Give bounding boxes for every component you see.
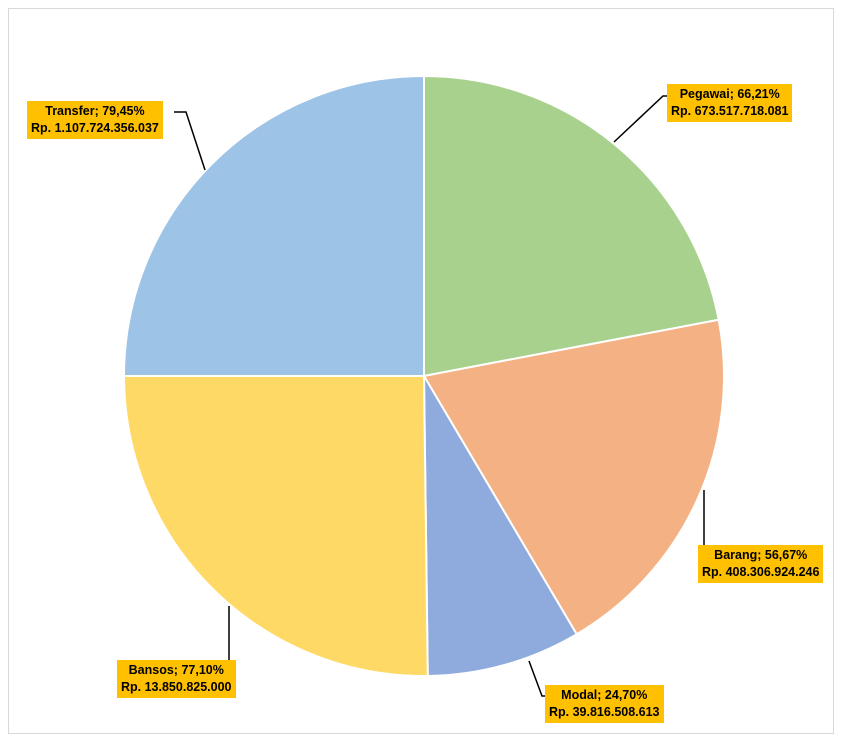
leader-line-pegawai: [613, 95, 667, 143]
pie-slice-modal: [422, 372, 579, 677]
pie-slice-pegawai: [423, 74, 720, 378]
data-label-bansos-amount: Rp. 13.850.825.000: [121, 680, 232, 694]
leader-line-transfer: [174, 111, 206, 171]
pie-slice-transfer: [122, 74, 425, 377]
data-label-pegawai: Pegawai; 66,21% Rp. 673.517.718.081: [667, 84, 793, 122]
data-label-modal: Modal; 24,70% Rp. 39.816.508.613: [545, 685, 664, 723]
data-label-modal-amount: Rp. 39.816.508.613: [549, 705, 660, 719]
pie-slices: [122, 74, 726, 677]
data-label-transfer: Transfer; 79,45% Rp. 1.107.724.356.037: [27, 101, 163, 139]
leader-line-modal: [528, 660, 545, 697]
data-label-barang-title: Barang; 56,67%: [714, 548, 808, 562]
data-label-transfer-amount: Rp. 1.107.724.356.037: [31, 121, 159, 135]
data-label-bansos: Bansos; 77,10% Rp. 13.850.825.000: [117, 660, 236, 698]
pie-slice-bansos: [122, 375, 429, 677]
data-label-pegawai-title: Pegawai; 66,21%: [679, 87, 780, 101]
data-label-transfer-title: Transfer; 79,45%: [45, 104, 145, 118]
data-label-bansos-title: Bansos; 77,10%: [128, 663, 224, 677]
pie-slice-barang: [422, 318, 726, 636]
data-label-modal-title: Modal; 24,70%: [561, 688, 648, 702]
data-label-barang: Barang; 56,67% Rp. 408.306.924.246: [698, 545, 824, 583]
data-label-pegawai-amount: Rp. 673.517.718.081: [671, 104, 789, 118]
data-label-barang-amount: Rp. 408.306.924.246: [702, 565, 820, 579]
